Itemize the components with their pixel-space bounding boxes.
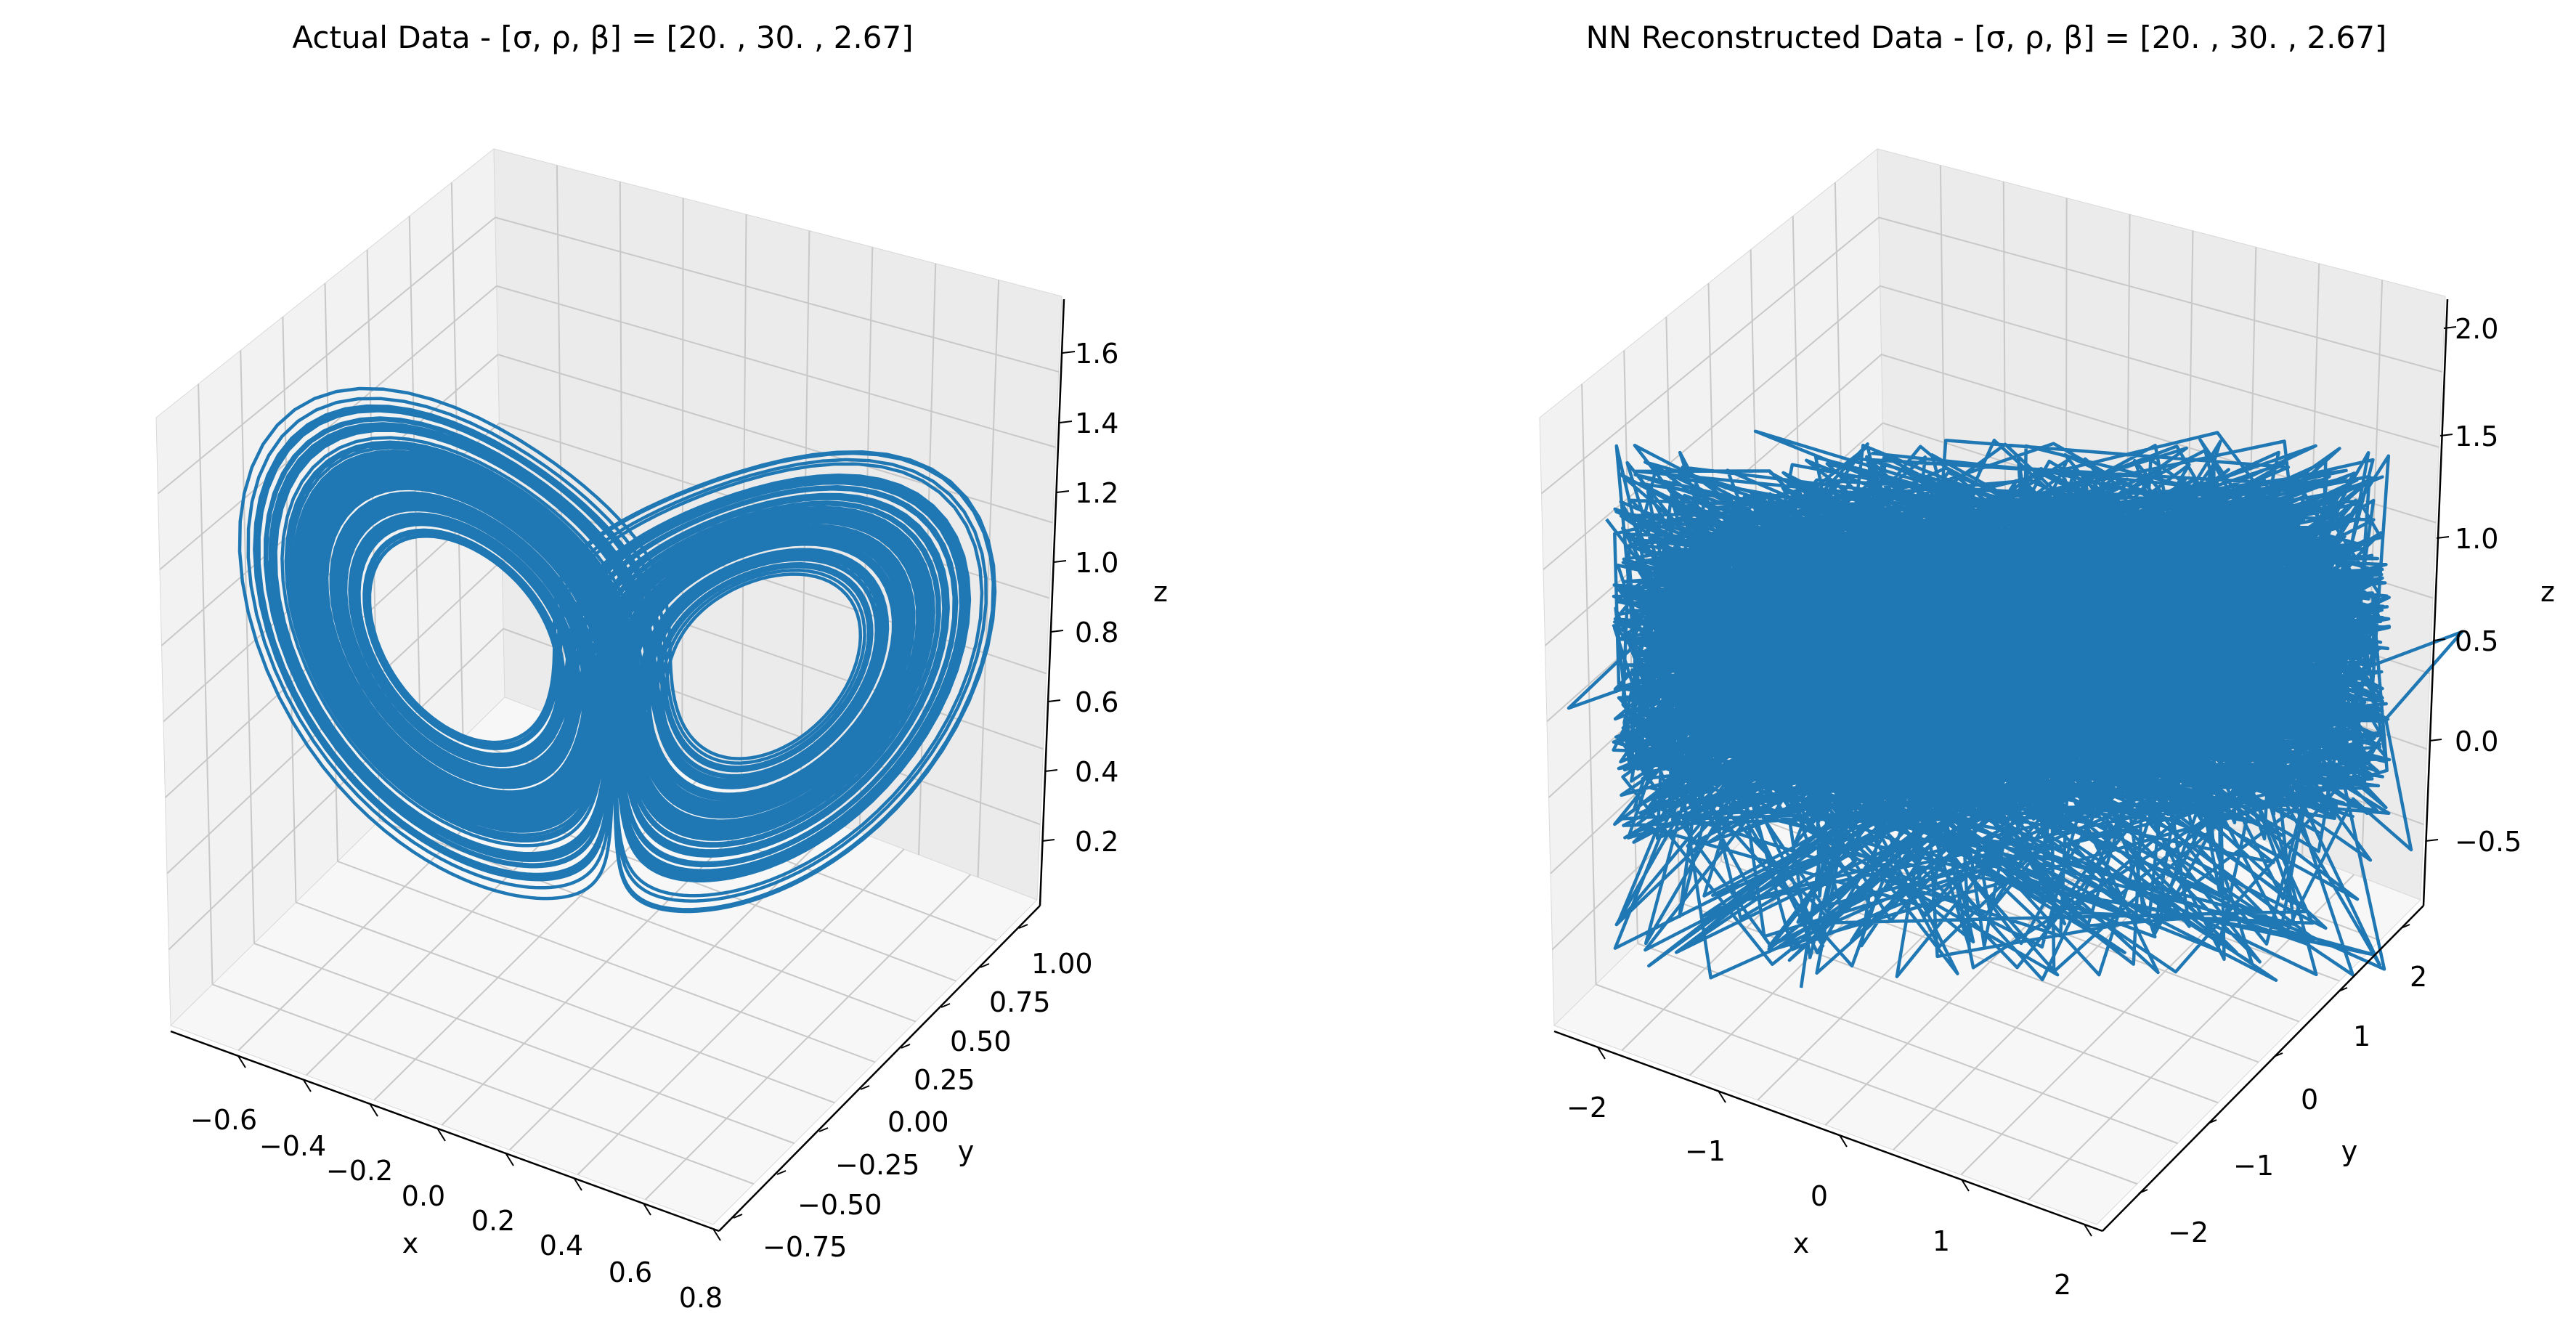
actual-data-3d-plot: Actual Data - [σ, ρ, β] = [20. , 30. , 2… <box>155 20 1168 1314</box>
chart-title: Actual Data - [σ, ρ, β] = [20. , 30. , 2… <box>292 20 913 55</box>
y-ticks: −2 −1 0 1 2 <box>2138 924 2427 1248</box>
x-ticks: −0.6 −0.4 −0.2 0.0 0.2 0.4 0.6 0.8 <box>190 1055 723 1314</box>
y-tick-label: 0.00 <box>887 1106 949 1138</box>
z-tick-label: 0.5 <box>2455 625 2498 657</box>
x-tick-label: 0.8 <box>679 1282 723 1314</box>
gridline <box>168 628 504 951</box>
x-tick-label: −0.6 <box>190 1104 257 1136</box>
z-tick-label: −0.5 <box>2455 826 2522 858</box>
gridline <box>157 216 496 495</box>
gridline <box>495 216 1060 373</box>
y-tick-label: −0.25 <box>835 1149 919 1181</box>
y-axis-line <box>718 905 1041 1232</box>
x-tick-label: 1 <box>1933 1225 1950 1257</box>
y-axis-label: y <box>2341 1135 2358 1167</box>
z-tick-label: 0.8 <box>1075 617 1118 649</box>
x-axis-label: x <box>1793 1227 1810 1259</box>
chart-title: NN Reconstructed Data - [σ, ρ, β] = [20.… <box>1586 20 2387 55</box>
x-tick-label: −2 <box>1567 1092 1607 1124</box>
z-ticks: 0.2 0.4 0.6 0.8 1.0 1.2 1.4 1.6 <box>1041 338 1118 858</box>
z-tick-label: 1.5 <box>2455 421 2498 452</box>
y-tick-label: −0.75 <box>763 1231 847 1263</box>
x-tick-label: 0.0 <box>402 1180 445 1212</box>
z-axis-line <box>1039 298 1065 906</box>
gridline <box>1540 216 1880 495</box>
x-axis-line <box>1553 1030 2103 1232</box>
gridline <box>1878 216 2443 373</box>
x-tick-label: 0.2 <box>471 1205 515 1237</box>
y-tick-label: 2 <box>2410 961 2427 993</box>
x-tick-label: −1 <box>1685 1135 1726 1167</box>
z-tick-label: 0.0 <box>2455 726 2498 758</box>
gridline <box>496 285 1056 448</box>
z-axis-line <box>2422 298 2449 906</box>
y-ticks: −0.75 −0.50 −0.25 0.00 0.25 0.50 0.75 1.… <box>733 924 1093 1263</box>
z-axis-label: z <box>2540 576 2555 608</box>
gridline <box>1543 285 1881 571</box>
z-tick-label: 0.6 <box>1075 686 1118 718</box>
gridline <box>1893 823 2222 1150</box>
y-tick-label: 0.25 <box>914 1064 975 1096</box>
y-tick-label: −1 <box>2233 1150 2274 1182</box>
x-axis-label: x <box>402 1227 419 1259</box>
y-tick-label: −0.50 <box>797 1189 882 1221</box>
z-tick-label: 1.2 <box>1075 477 1118 509</box>
y-tick-label: 0.50 <box>950 1026 1012 1057</box>
reconstruction-trajectory-line <box>1567 429 2464 988</box>
z-ticks: −0.5 0.0 0.5 1.0 1.5 2.0 <box>2425 313 2522 858</box>
y-tick-label: 1 <box>2353 1020 2370 1052</box>
z-tick-label: 0.2 <box>1075 826 1118 858</box>
x-tick-label: 2 <box>2054 1269 2071 1301</box>
z-axis-label: z <box>1153 576 1168 608</box>
gridline <box>577 848 905 1176</box>
y-axis-line <box>2102 905 2424 1232</box>
z-tick-label: 1.0 <box>2455 523 2498 555</box>
gridline <box>644 874 972 1201</box>
y-axis-label: y <box>958 1135 975 1167</box>
y-tick-label: 1.00 <box>1031 948 1093 980</box>
attractor-trajectory-line <box>237 386 997 914</box>
z-tick-label: 2.0 <box>2455 313 2498 345</box>
z-tick-label: 1.6 <box>1075 338 1118 370</box>
y-tick-label: 0.75 <box>989 986 1051 1018</box>
gridline <box>1880 285 2439 448</box>
x-tick-label: −0.4 <box>259 1130 326 1162</box>
y-tick-label: 0 <box>2301 1084 2318 1116</box>
z-tick-label: 0.4 <box>1075 756 1118 788</box>
x-ticks: −2 −1 0 1 2 <box>1567 1047 2092 1301</box>
z-tick-label: 1.0 <box>1075 547 1118 579</box>
x-tick-label: 0.6 <box>609 1256 652 1288</box>
x-tick-label: 0.4 <box>540 1230 583 1262</box>
x-tick-label: 0 <box>1811 1180 1828 1212</box>
x-axis-line <box>170 1030 720 1232</box>
x-tick-label: −0.2 <box>326 1155 393 1187</box>
z-tick-label: 1.4 <box>1075 407 1118 439</box>
y-tick-label: −2 <box>2168 1217 2209 1248</box>
nn-reconstructed-3d-plot: NN Reconstructed Data - [σ, ρ, β] = [20.… <box>1539 20 2555 1301</box>
